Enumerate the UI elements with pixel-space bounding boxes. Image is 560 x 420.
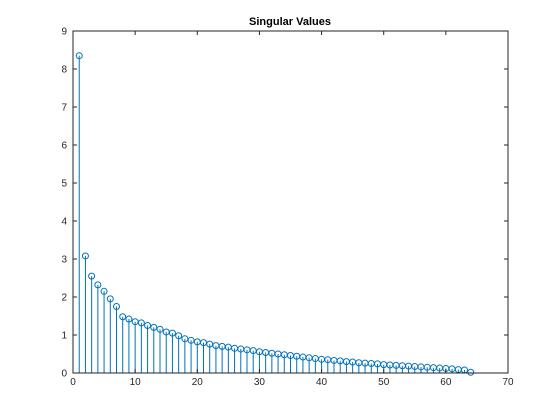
x-axis: 0 10 20 30 40 50 60 70 bbox=[70, 31, 514, 388]
data-point bbox=[168, 329, 176, 337]
stems-group bbox=[78, 55, 472, 373]
y-axis: 0 1 2 3 4 5 6 7 8 9 bbox=[61, 27, 508, 380]
y-tick-label: 0 bbox=[61, 369, 67, 380]
data-point bbox=[137, 319, 145, 327]
data-point bbox=[119, 313, 127, 321]
x-tick-label: 0 bbox=[70, 377, 76, 388]
chart-title: Singular Values bbox=[249, 16, 331, 28]
data-point bbox=[206, 340, 214, 348]
y-tick-label: 3 bbox=[61, 255, 67, 266]
markers-group bbox=[75, 52, 475, 376]
data-point bbox=[150, 323, 158, 331]
y-tick-label: 9 bbox=[61, 27, 67, 38]
x-tick-label: 40 bbox=[316, 377, 328, 388]
data-point bbox=[75, 52, 83, 60]
x-tick-label: 10 bbox=[130, 377, 142, 388]
data-point bbox=[106, 295, 114, 303]
y-tick-label: 2 bbox=[61, 293, 67, 304]
x-tick-label: 60 bbox=[440, 377, 452, 388]
data-point bbox=[200, 339, 207, 347]
data-point bbox=[88, 272, 96, 280]
data-point bbox=[125, 315, 133, 323]
data-point bbox=[181, 335, 189, 343]
x-tick-label: 30 bbox=[254, 377, 266, 388]
y-tick-label: 7 bbox=[61, 103, 67, 114]
data-point bbox=[175, 332, 183, 340]
data-point bbox=[187, 336, 195, 344]
y-tick-label: 6 bbox=[61, 141, 67, 152]
x-tick-label: 50 bbox=[378, 377, 390, 388]
data-point bbox=[156, 325, 164, 333]
axes-box bbox=[72, 30, 509, 374]
y-tick-label: 8 bbox=[61, 65, 67, 76]
data-point bbox=[113, 303, 120, 310]
data-point bbox=[81, 252, 89, 260]
x-tick-label: 20 bbox=[192, 377, 204, 388]
y-tick-label: 5 bbox=[61, 179, 67, 190]
y-tick-label: 1 bbox=[61, 331, 67, 342]
y-tick-label: 4 bbox=[61, 217, 67, 228]
data-point bbox=[144, 322, 152, 329]
x-tick-label: 70 bbox=[502, 377, 514, 388]
data-point bbox=[100, 287, 108, 295]
data-point bbox=[94, 281, 102, 289]
data-point bbox=[467, 368, 475, 376]
